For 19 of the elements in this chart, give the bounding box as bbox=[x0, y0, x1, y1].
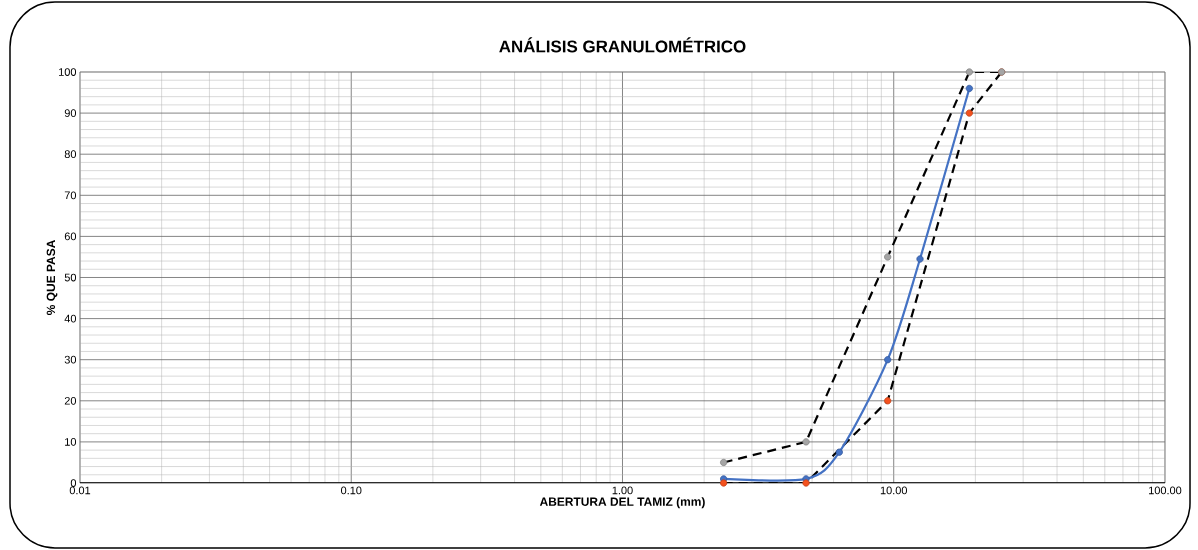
y-tick-label: 30 bbox=[64, 355, 77, 364]
x-tick-label: 10.00 bbox=[880, 486, 907, 495]
y-tick-label: 100 bbox=[59, 68, 77, 76]
chart-title: ANÁLISIS GRANULOMÉTRICO bbox=[499, 37, 746, 53]
x-tick-label: 0.10 bbox=[341, 486, 362, 495]
y-tick-label: 10 bbox=[65, 438, 77, 446]
x-tick-label: 1.00 bbox=[612, 486, 633, 495]
x-tick-label: 0.01 bbox=[69, 486, 91, 495]
y-tick-label: 60 bbox=[64, 232, 77, 241]
y-tick-label: 90 bbox=[64, 109, 77, 117]
x-axis-title: ABERTURA DEL TAMIZ (mm) bbox=[539, 497, 705, 509]
y-tick-label: 20 bbox=[64, 396, 77, 405]
y-tick-label: 40 bbox=[64, 314, 77, 323]
y-axis-title: % QUE PASA bbox=[46, 240, 58, 315]
y-tick-label: 80 bbox=[64, 150, 77, 159]
y-tick-label: 70 bbox=[64, 191, 77, 200]
y-tick-label: 0 bbox=[70, 479, 77, 487]
y-tick-label: 50 bbox=[64, 273, 77, 282]
x-tick-label: 100.00 bbox=[1149, 486, 1182, 495]
